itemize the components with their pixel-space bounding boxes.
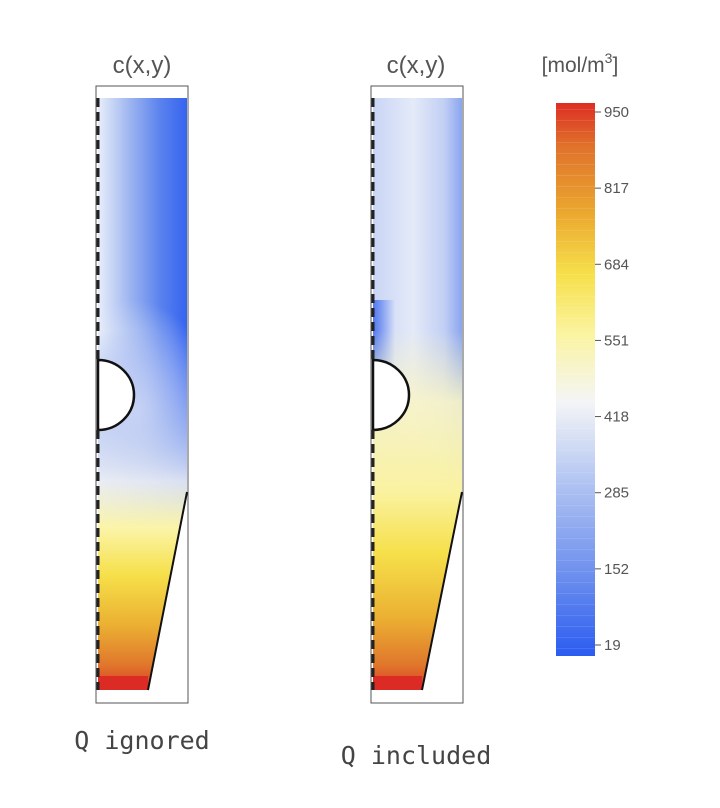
colorbar-tick-label: 551 [604, 332, 629, 349]
panel-2-obstacle [371, 358, 411, 432]
panel-1-slanted-wall [147, 491, 188, 691]
colorbar-tick-label: 19 [604, 637, 621, 654]
colorbar: [mol/m3] 950 817 684 551 418 285 152 19 [542, 50, 629, 656]
colorbar-tick-label: 418 [604, 409, 629, 426]
colorbar-tick-label: 285 [604, 485, 629, 502]
panel-2-slanted-wall [421, 491, 463, 691]
panel-1-inlet-band [98, 676, 148, 690]
colorbar-tick-label: 152 [604, 561, 629, 578]
colorbar-ticks: 950 817 684 551 418 285 152 19 [595, 104, 629, 654]
panel-2-caption: Q included [341, 741, 492, 770]
panel-q-ignored: c(x,y) Q ignored [74, 52, 209, 755]
panel-2-title: c(x,y) [387, 52, 446, 79]
colorbar-tick-label: 817 [604, 180, 629, 197]
colorbar-unit-label: [mol/m3] [542, 50, 619, 77]
panel-1-title: c(x,y) [113, 52, 172, 79]
panel-2-inlet-band [373, 676, 422, 690]
colorbar-tick-label: 684 [604, 256, 629, 273]
panel-1-obstacle [96, 358, 136, 432]
panel-q-included: c(x,y) Q included [341, 52, 492, 770]
colorbar-bands [556, 103, 595, 656]
panel-1-caption: Q ignored [74, 726, 209, 755]
colorbar-tick-label: 950 [604, 104, 629, 121]
